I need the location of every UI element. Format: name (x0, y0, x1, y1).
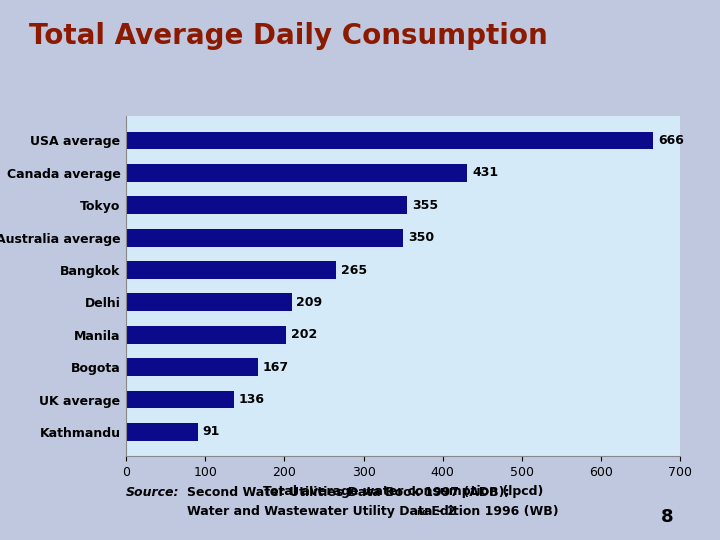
Text: 350: 350 (408, 231, 434, 244)
Text: Second Water Utilities Data Book 1997 (ADB);: Second Water Utilities Data Book 1997 (A… (187, 486, 510, 499)
Text: 8: 8 (660, 509, 673, 526)
Text: 91: 91 (203, 426, 220, 438)
Text: Total Average Daily Consumption: Total Average Daily Consumption (29, 22, 547, 50)
Bar (126, 423, 198, 441)
Bar (126, 326, 286, 343)
Bar (126, 132, 654, 150)
Text: 666: 666 (658, 134, 684, 147)
Bar (126, 261, 336, 279)
Text: 209: 209 (297, 296, 323, 309)
Bar (126, 164, 467, 182)
Text: Source:: Source: (126, 486, 179, 499)
X-axis label: Total average water consumption (lpcd): Total average water consumption (lpcd) (263, 484, 544, 497)
Text: 431: 431 (472, 166, 498, 179)
Bar (126, 229, 403, 247)
Text: 355: 355 (412, 199, 438, 212)
Text: 202: 202 (291, 328, 317, 341)
Bar (126, 358, 258, 376)
Text: Edition 1996 (WB): Edition 1996 (WB) (427, 505, 559, 518)
Bar (126, 197, 408, 214)
Text: 136: 136 (238, 393, 264, 406)
Bar (126, 293, 292, 311)
Text: 265: 265 (341, 264, 366, 276)
Text: nd: nd (416, 508, 428, 517)
Bar (126, 390, 234, 408)
Text: Water and Wastewater Utility Data – 2: Water and Wastewater Utility Data – 2 (187, 505, 456, 518)
Text: 167: 167 (263, 361, 289, 374)
